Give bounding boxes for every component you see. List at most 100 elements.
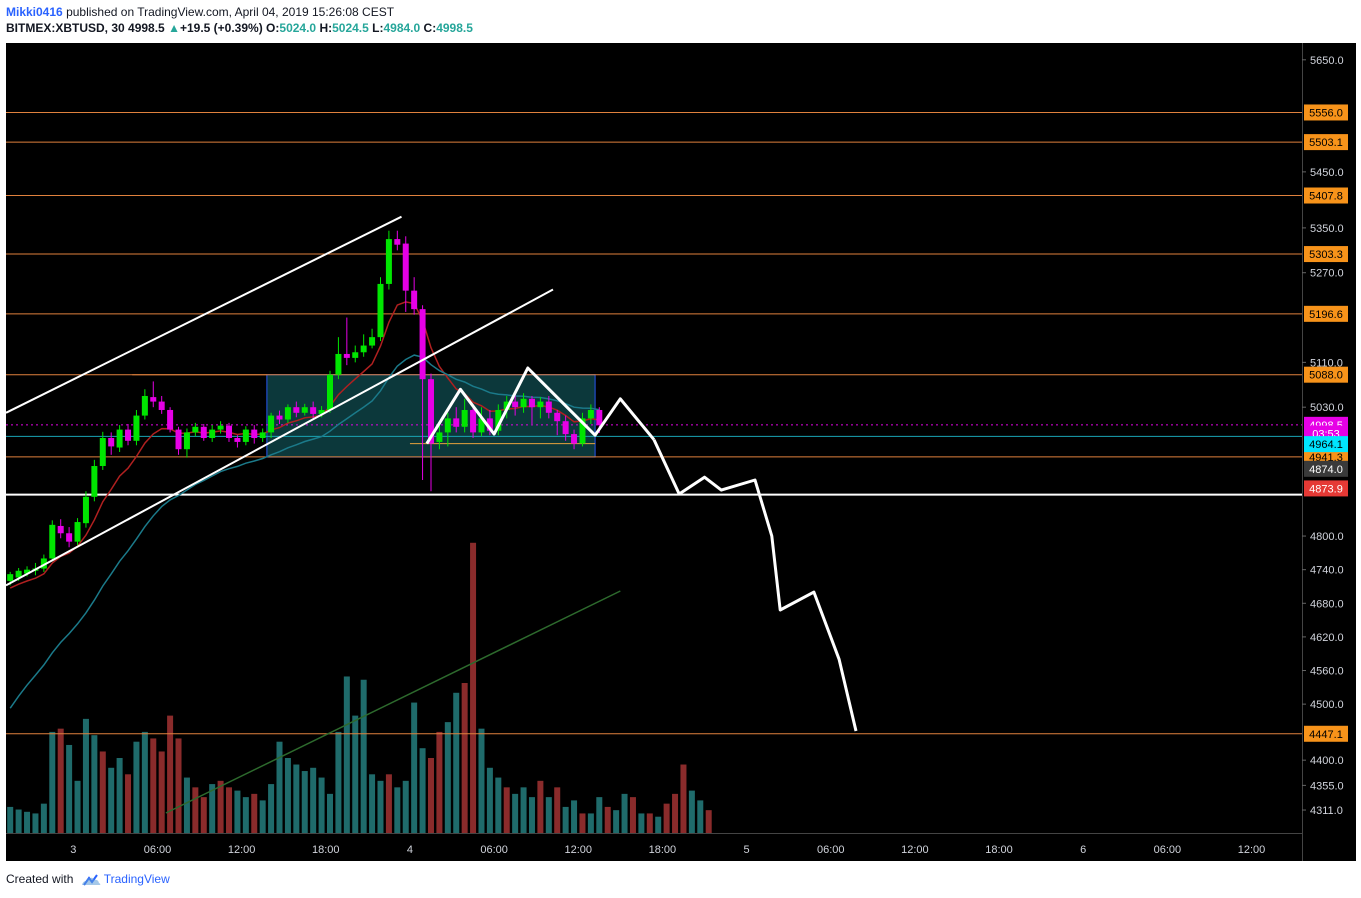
volume-bar bbox=[57, 728, 64, 833]
open-value: 5024.0 bbox=[279, 21, 317, 35]
y-tick-label: 4800.0 bbox=[1310, 531, 1344, 543]
candle-body bbox=[293, 407, 300, 413]
volume-bar bbox=[621, 793, 628, 833]
volume-bar bbox=[150, 738, 157, 833]
low-label: L: bbox=[372, 21, 384, 35]
candle-body bbox=[259, 432, 266, 438]
volume-bar bbox=[419, 748, 426, 833]
volume-bar bbox=[545, 797, 552, 833]
price-level-label: 5407.8 bbox=[1309, 191, 1343, 203]
chart-area[interactable]: 5650.0 5450.0 5350.0 5270.0 5110.0 5030.0 4800… bbox=[6, 43, 1356, 861]
tradingview-cloud-icon[interactable] bbox=[80, 873, 102, 887]
candle-body bbox=[310, 407, 317, 414]
volume-bar bbox=[705, 810, 712, 833]
price-level-label: 5088.0 bbox=[1309, 370, 1343, 382]
volume-bar bbox=[672, 793, 679, 833]
x-tick-label: 5 bbox=[744, 844, 750, 856]
volume-bar bbox=[596, 797, 603, 833]
candle-body bbox=[141, 395, 148, 416]
candle-body bbox=[234, 438, 241, 442]
y-tick-label: 4620.0 bbox=[1310, 632, 1344, 644]
volume-bar bbox=[66, 744, 73, 833]
volume-bar bbox=[579, 813, 586, 833]
candle-body bbox=[226, 425, 233, 438]
candle-body bbox=[167, 409, 174, 430]
projection-drawing bbox=[652, 439, 858, 732]
volume-bar bbox=[470, 542, 477, 833]
candle-body bbox=[209, 429, 216, 438]
volume-bar bbox=[293, 764, 300, 833]
volume-bar bbox=[251, 793, 258, 833]
candle-body bbox=[579, 418, 586, 444]
volume-bar bbox=[377, 780, 384, 833]
price-level-label-bg bbox=[1304, 134, 1348, 151]
volume-bar bbox=[604, 806, 611, 833]
price-chart[interactable]: 5650.0 5450.0 5350.0 5270.0 5110.0 5030.0 4800… bbox=[6, 43, 1356, 861]
candle-body bbox=[554, 412, 561, 422]
candle-body bbox=[343, 353, 350, 358]
volume-bar bbox=[259, 800, 266, 833]
candle-body bbox=[427, 379, 434, 444]
volume-bar bbox=[495, 777, 502, 833]
candle-body bbox=[251, 429, 258, 438]
volume-bar bbox=[200, 797, 207, 833]
marker-label-cyan: 4964.1 bbox=[1309, 439, 1343, 451]
volume-bar bbox=[638, 813, 645, 833]
x-tick-label: 06:00 bbox=[144, 844, 172, 856]
volume-bar bbox=[125, 774, 132, 833]
volume-bar bbox=[7, 806, 14, 833]
volume-bar bbox=[512, 793, 519, 833]
candle-body bbox=[242, 429, 249, 442]
volume-bar bbox=[234, 790, 241, 833]
tradingview-brand[interactable]: TradingView bbox=[103, 872, 170, 886]
x-tick-label: 18:00 bbox=[312, 844, 340, 856]
candle-body bbox=[352, 352, 359, 358]
marker-label-grey-bg bbox=[1304, 460, 1348, 477]
quote-line: BITMEX:XBTUSD, 30 4998.5 ▲+19.5 (+0.39%)… bbox=[6, 20, 1346, 36]
candle-body bbox=[125, 429, 132, 441]
y-tick-label: 5110.0 bbox=[1310, 357, 1343, 369]
volume-bar bbox=[40, 803, 47, 833]
y-tick-label: 4680.0 bbox=[1310, 598, 1344, 610]
price-level-label: 5196.6 bbox=[1309, 309, 1343, 321]
volume-bar bbox=[360, 679, 367, 833]
x-tick-label: 18:00 bbox=[649, 844, 677, 856]
volume-bar bbox=[268, 784, 275, 833]
volume-bar bbox=[613, 810, 620, 833]
x-tick-label: 4 bbox=[407, 844, 413, 856]
candle-body bbox=[486, 418, 493, 431]
volume-bar bbox=[629, 797, 636, 833]
volume-bar bbox=[318, 777, 325, 833]
volume-bar bbox=[411, 702, 418, 833]
pattern-drawing bbox=[425, 366, 656, 445]
candle-body bbox=[571, 434, 578, 444]
author-name[interactable]: Mikki0416 bbox=[6, 5, 63, 19]
candle-body bbox=[91, 466, 98, 497]
candle-body bbox=[158, 401, 165, 410]
x-tick-label: 06:00 bbox=[1154, 844, 1182, 856]
x-tick-label: 12:00 bbox=[901, 844, 929, 856]
volume-bar bbox=[343, 676, 350, 833]
volume-bar bbox=[444, 722, 451, 833]
y-tick-label: 5450.0 bbox=[1310, 167, 1344, 179]
volume-bar bbox=[32, 813, 39, 833]
candle-body bbox=[436, 432, 443, 442]
price-level-label: 5503.1 bbox=[1309, 137, 1343, 149]
close-label: C: bbox=[423, 21, 437, 35]
candle-body bbox=[40, 558, 47, 569]
volume-bar bbox=[562, 806, 569, 833]
marker-label-grey: 4874.0 bbox=[1309, 464, 1343, 476]
change-arrow-icon: ▲ bbox=[168, 21, 180, 35]
volume-bar bbox=[697, 800, 704, 833]
candle-body bbox=[15, 570, 22, 578]
volume-bar bbox=[427, 758, 434, 833]
volume-bar bbox=[276, 741, 283, 833]
candle-body bbox=[360, 345, 367, 353]
high-label: H: bbox=[319, 21, 333, 35]
candle-body bbox=[411, 290, 418, 310]
y-tick-label: 5650.0 bbox=[1310, 55, 1344, 67]
candle-body bbox=[200, 426, 207, 438]
x-tick-label: 3 bbox=[70, 844, 76, 856]
volume-bar bbox=[478, 728, 485, 833]
candle-body bbox=[402, 243, 409, 291]
